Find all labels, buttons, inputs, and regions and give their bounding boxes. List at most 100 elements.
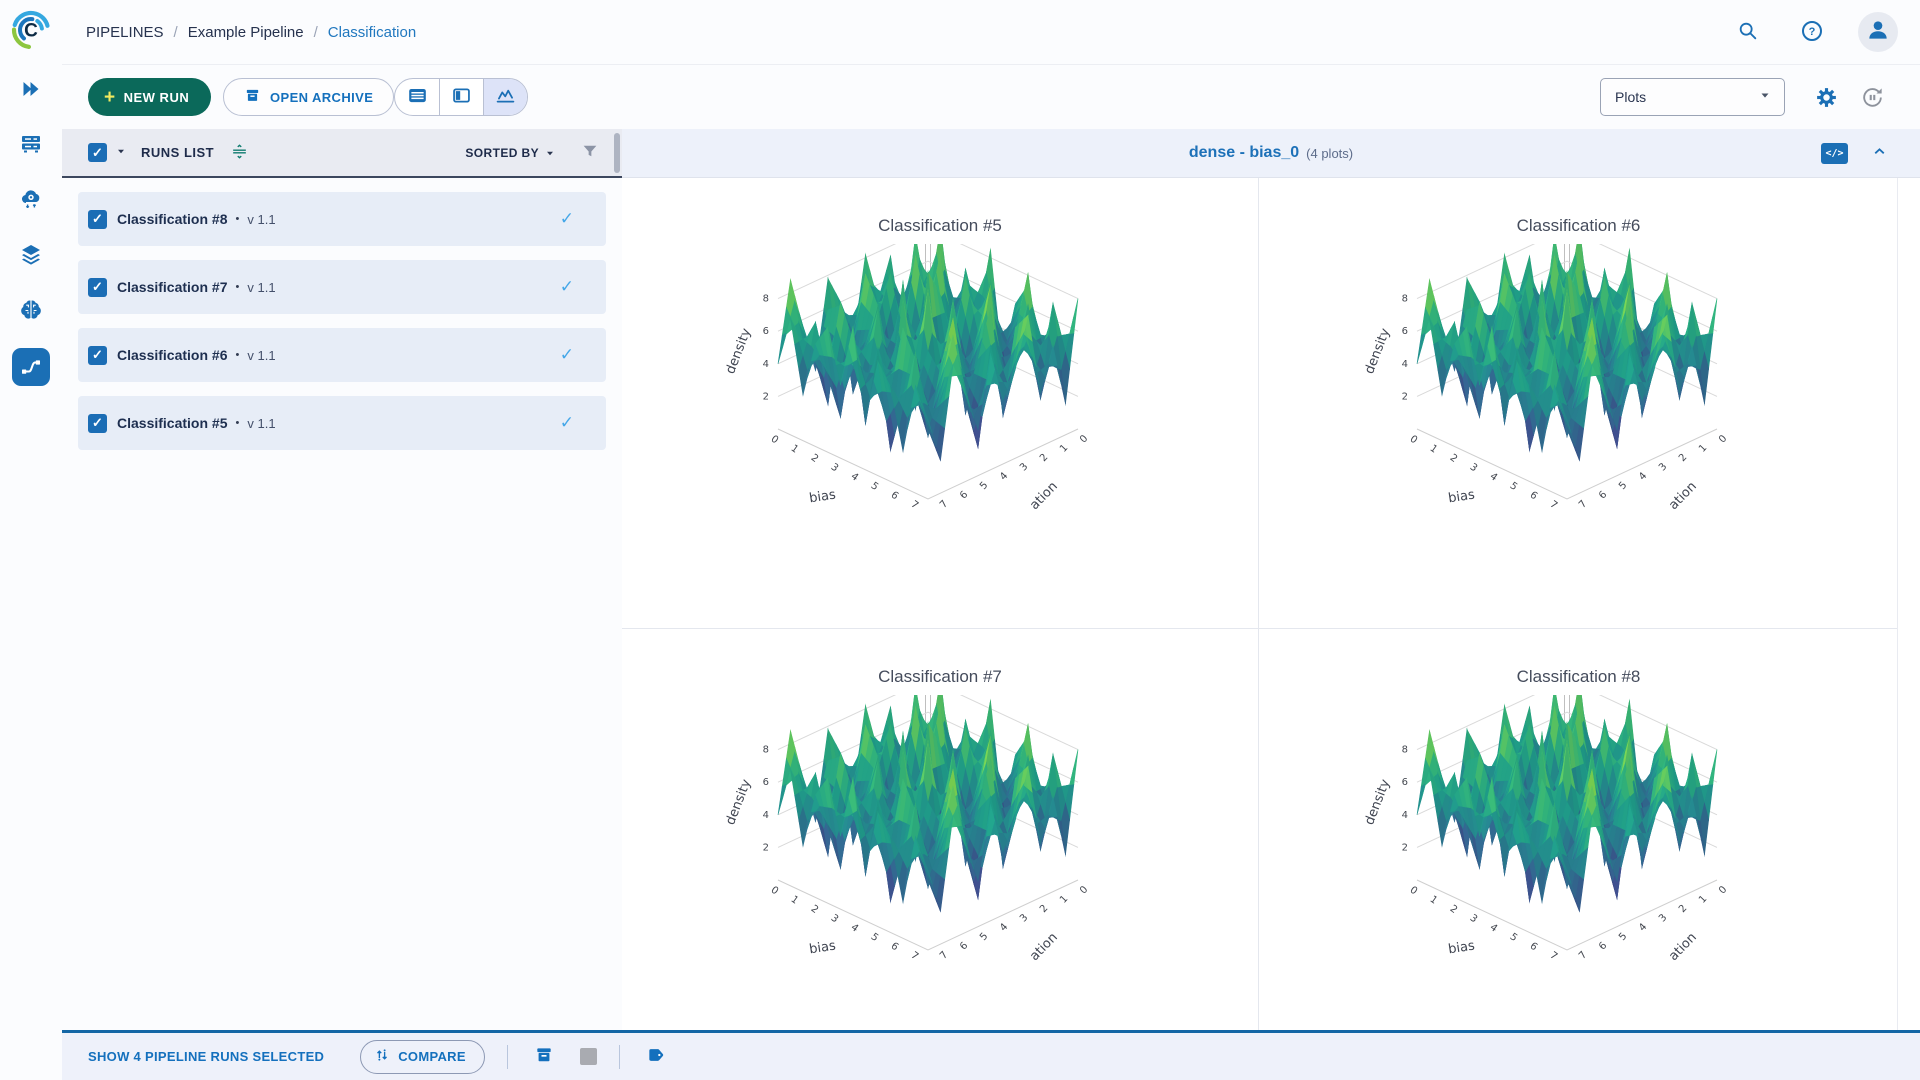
run-name: Classification #5	[117, 415, 228, 431]
run-bullet: •	[235, 349, 240, 361]
archive-icon	[534, 1045, 554, 1068]
select-all-caret-icon[interactable]	[115, 144, 127, 162]
filter-button[interactable]	[576, 139, 604, 167]
help-button[interactable]: ?	[1794, 14, 1830, 50]
action-toolbar: + NEW RUN OPEN ARCHIVE	[62, 64, 1920, 129]
plots-group-title: dense - bias_0	[1188, 144, 1300, 161]
brain-icon	[19, 297, 43, 326]
clearml-logo-icon: C	[9, 8, 53, 57]
run-version: v 1.1	[247, 347, 276, 363]
search-icon	[1737, 20, 1759, 45]
plot-cell: Classification #7	[622, 629, 1258, 1030]
surface-plot-canvas[interactable]	[1349, 244, 1809, 584]
svg-text:?: ?	[1809, 26, 1816, 38]
top-bar: C PIPELINES / Example Pipeline / Classif…	[0, 0, 1920, 64]
collapse-rows-icon	[230, 142, 249, 164]
plot-cell: Classification #5	[622, 178, 1258, 628]
new-run-button[interactable]: + NEW RUN	[88, 78, 212, 116]
run-row[interactable]: ✓ Classification #5 • v 1.1 ✓	[78, 396, 606, 450]
sidebar-item-queues[interactable]	[0, 119, 62, 174]
split-view-button[interactable]	[439, 79, 483, 115]
breadcrumb-current-page[interactable]: Classification	[327, 23, 417, 41]
sorted-by-button[interactable]: SORTED BY	[465, 146, 556, 160]
side-nav	[0, 64, 62, 1080]
surface-plot-canvas[interactable]	[710, 695, 1170, 1030]
run-bullet: •	[235, 213, 240, 225]
app-logo-button[interactable]: C	[0, 0, 62, 64]
plot-cell: Classification #8	[1259, 629, 1898, 1030]
plots-group-header: dense - bias_0 (4 plots) </>	[622, 129, 1920, 178]
footer-divider	[618, 1044, 620, 1069]
chevrons-right-icon	[19, 77, 43, 106]
chart-view-icon	[495, 85, 516, 109]
sidebar-item-projects[interactable]	[0, 64, 62, 119]
auto-refresh-button[interactable]	[1860, 85, 1885, 113]
footer-divider	[506, 1044, 508, 1069]
sidebar-item-datasets[interactable]	[0, 229, 62, 284]
show-selected-link[interactable]: SHOW 4 PIPELINE RUNS SELECTED	[88, 1049, 325, 1064]
run-name: Classification #8	[117, 211, 228, 227]
run-selected-check-icon: ✓	[559, 345, 574, 364]
search-button[interactable]	[1730, 14, 1766, 50]
run-row[interactable]: ✓ Classification #7 • v 1.1 ✓	[78, 260, 606, 314]
topbar-actions: ?	[1730, 0, 1898, 64]
plots-scrollbar-gutter[interactable]	[1897, 178, 1898, 1030]
tag-icon	[646, 1045, 666, 1068]
plots-count: (4 plots)	[1306, 145, 1354, 161]
compare-label: COMPARE	[398, 1049, 466, 1064]
run-bullet: •	[235, 281, 240, 293]
chevron-up-icon	[1871, 148, 1888, 163]
cloud-gear-icon	[19, 187, 43, 216]
collapse-group-button[interactable]	[1871, 143, 1888, 163]
sorted-by-label: SORTED BY	[465, 145, 539, 160]
sidebar-item-models[interactable]	[0, 284, 62, 339]
run-checkbox[interactable]: ✓	[88, 413, 107, 433]
profile-button[interactable]	[1858, 12, 1898, 52]
run-selected-check-icon: ✓	[559, 277, 574, 296]
surface-plot-canvas[interactable]	[1349, 695, 1809, 1030]
metric-type-dropdown[interactable]: Plots	[1600, 78, 1785, 116]
abort-button[interactable]	[579, 1048, 597, 1065]
run-checkbox[interactable]: ✓	[88, 345, 107, 365]
collapse-rows-button[interactable]	[226, 140, 252, 166]
funnel-icon	[581, 142, 599, 163]
open-archive-button[interactable]: OPEN ARCHIVE	[223, 78, 395, 116]
breadcrumb: PIPELINES / Example Pipeline / Classific…	[86, 0, 416, 64]
plot-grid-horizontal-divider	[622, 628, 1898, 629]
runs-list-panel: ✓ RUNS LIST SORTED BY	[62, 129, 622, 1030]
run-version: v 1.1	[247, 279, 276, 295]
runs-scrollbar-thumb[interactable]	[614, 133, 620, 173]
table-view-button[interactable]	[395, 79, 439, 115]
sidebar-item-pipelines[interactable]	[0, 339, 62, 394]
split-view-icon	[451, 85, 472, 109]
svg-text:C: C	[24, 20, 38, 41]
selection-footer: SHOW 4 PIPELINE RUNS SELECTED COMPARE	[62, 1030, 1920, 1080]
settings-button[interactable]	[1814, 85, 1839, 113]
breadcrumb-pipelines[interactable]: PIPELINES	[86, 23, 164, 41]
run-bullet: •	[235, 417, 240, 429]
archive-selected-button[interactable]	[534, 1045, 554, 1068]
run-row[interactable]: ✓ Classification #6 • v 1.1 ✓	[78, 328, 606, 382]
runs-list-header: ✓ RUNS LIST SORTED BY	[62, 129, 622, 178]
compare-button[interactable]: COMPARE	[360, 1039, 485, 1074]
add-tag-button[interactable]	[646, 1045, 666, 1068]
sidebar-item-serving[interactable]	[0, 174, 62, 229]
runs-list-title: RUNS LIST	[141, 145, 215, 160]
table-view-icon	[407, 85, 428, 109]
surface-plot-canvas[interactable]	[710, 244, 1170, 584]
plot-title: Classification #7	[878, 667, 1002, 686]
open-archive-label: OPEN ARCHIVE	[270, 89, 374, 105]
breadcrumb-separator: /	[313, 23, 318, 41]
run-version: v 1.1	[247, 211, 276, 227]
run-row[interactable]: ✓ Classification #8 • v 1.1 ✓	[78, 192, 606, 246]
abort-icon	[579, 1048, 597, 1065]
chart-view-button[interactable]	[483, 79, 527, 115]
select-all-checkbox[interactable]: ✓	[88, 143, 107, 162]
embed-code-button[interactable]: </>	[1821, 143, 1848, 164]
run-checkbox[interactable]: ✓	[88, 209, 107, 229]
run-checkbox[interactable]: ✓	[88, 277, 107, 297]
breadcrumb-pipeline-name[interactable]: Example Pipeline	[187, 23, 304, 41]
run-version: v 1.1	[247, 415, 276, 431]
gear-icon	[1814, 88, 1839, 113]
